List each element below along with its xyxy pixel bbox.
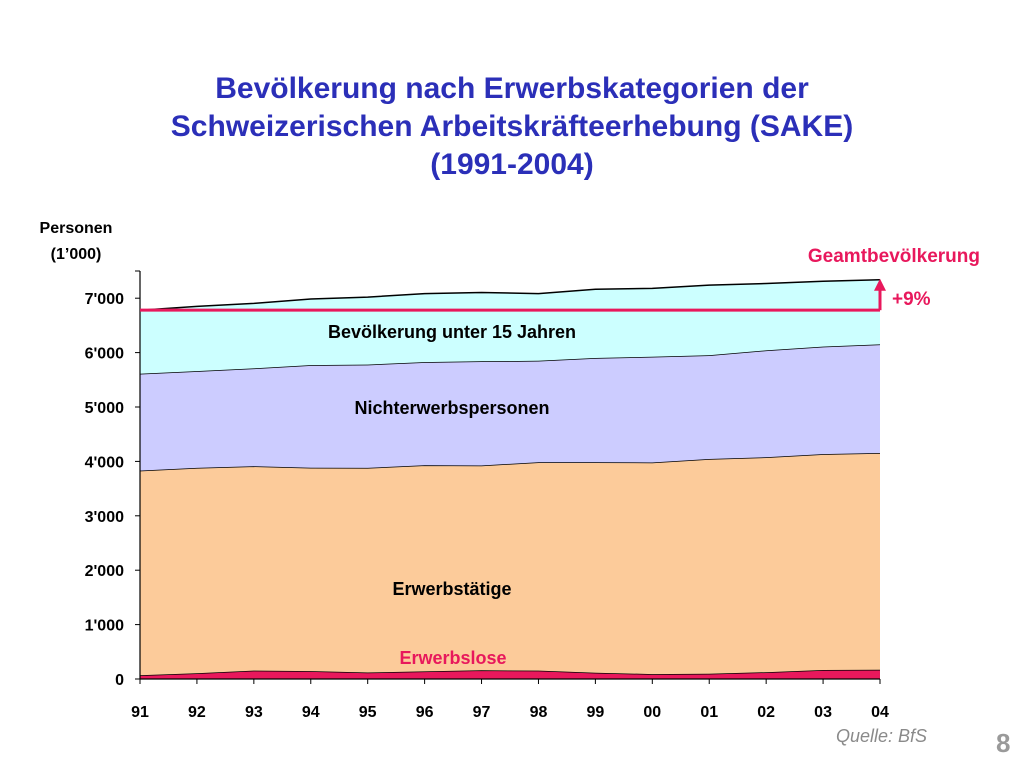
y-tick-label: 3'000 xyxy=(85,509,125,526)
x-tick-label: 99 xyxy=(586,704,604,721)
x-tick-label: 01 xyxy=(700,704,718,721)
growth-arrow-head xyxy=(874,278,886,291)
y-tick-label: 0 xyxy=(115,672,124,689)
total-population-label: Geamtbevölkerung xyxy=(808,246,980,267)
title-line-3: (1991-2004) xyxy=(430,148,594,181)
area-layers xyxy=(139,278,881,679)
x-tick-label: 96 xyxy=(416,704,434,721)
x-tick-label: 94 xyxy=(302,704,320,721)
series-label-bev-lkerung-unter-15-jahren: Bevölkerung unter 15 Jahren xyxy=(328,322,576,342)
source-note: Quelle: BfS xyxy=(836,726,928,746)
x-tick-label: 93 xyxy=(245,704,263,721)
x-tick-label: 98 xyxy=(530,704,548,721)
area-bev-lkerung-unter-15-jahren xyxy=(140,279,880,374)
boundary-line-4 xyxy=(139,278,881,311)
page-number: 8 xyxy=(996,728,1011,758)
y-tick-label: 5'000 xyxy=(85,400,125,417)
area-nichterwerbspersonen xyxy=(140,344,880,471)
series-label-erwerbst-tige: Erwerbstätige xyxy=(392,579,511,599)
x-tick-label: 02 xyxy=(757,704,775,721)
x-tick-label: 97 xyxy=(473,704,491,721)
x-tick-label: 00 xyxy=(643,704,661,721)
x-tick-label: 92 xyxy=(188,704,206,721)
series-label-erwerbslose: Erwerbslose xyxy=(399,648,506,668)
axes: 0 1'000 2'000 3'000 4'000 5'000 6'000 7'000 91 92… xyxy=(40,220,889,721)
y-tick-label: 2'000 xyxy=(85,563,125,580)
series-labels: Erwerbslose Erwerbstätige Nichterwerbspers… xyxy=(328,322,576,668)
y-tick-label: 7'000 xyxy=(85,291,125,308)
change-label: +9% xyxy=(892,289,931,310)
title-line-2: Schweizerischen Arbeitskräfteerhebung (S… xyxy=(170,110,854,143)
y-tick-label: 4'000 xyxy=(85,454,125,471)
title-line-1: Bevölkerung nach Erwerbskategorien der xyxy=(215,72,809,105)
x-tick-label: 03 xyxy=(814,704,832,721)
y-tick-label: 1'000 xyxy=(85,618,125,635)
area-erwerbst-tige xyxy=(140,453,880,676)
y-axis-label: Personen xyxy=(40,220,113,237)
y-tick-label: 6'000 xyxy=(85,346,125,363)
annotations: Geamtbevölkerung +9% xyxy=(140,246,980,312)
x-tick-label: 95 xyxy=(359,704,377,721)
page-title: Bevölkerung nach Erwerbskategorien der S… xyxy=(0,70,1024,184)
x-tick-label: 91 xyxy=(131,704,149,721)
series-label-nichterwerbspersonen: Nichterwerbspersonen xyxy=(354,398,549,418)
y-axis-label: (1’000) xyxy=(51,246,102,263)
x-tick-label: 04 xyxy=(871,704,889,721)
